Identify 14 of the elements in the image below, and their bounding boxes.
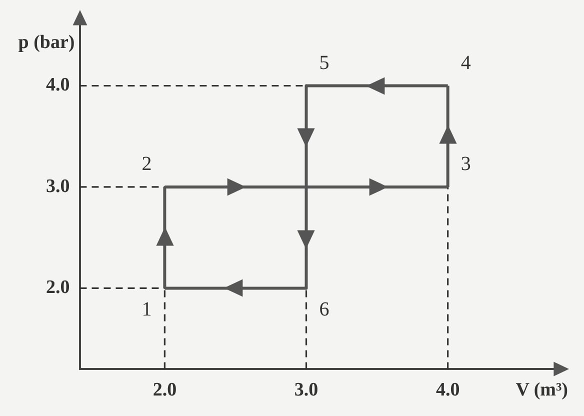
annotation: 4 [460, 52, 471, 74]
x-tick-label: 3.0 [294, 380, 318, 401]
annotation: 1 [142, 298, 152, 320]
annotation: 5 [319, 52, 330, 74]
y-axis-title: p (bar) [18, 32, 75, 53]
annotation: 3 [460, 153, 471, 176]
x-tick-label: 4.0 [436, 380, 460, 401]
annotation: 2 [142, 153, 152, 176]
annotation: 6 [319, 298, 330, 320]
y-tick-label: 4.0 [46, 74, 70, 96]
x-tick-label: 2.0 [152, 380, 177, 401]
x-axis-title: V (m³) [516, 380, 568, 401]
y-tick-label: 2.0 [46, 277, 70, 298]
y-tick-label: 3.0 [46, 176, 70, 197]
